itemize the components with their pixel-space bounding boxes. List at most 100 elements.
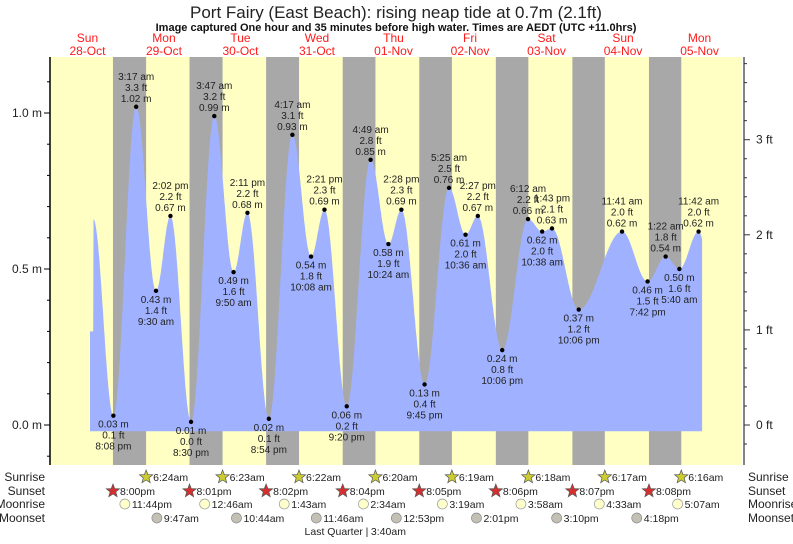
tide-area: [90, 106, 703, 432]
sunrise-time: 6:20am: [382, 472, 417, 484]
tide-point: [645, 279, 650, 284]
moonrise-icon: [593, 498, 605, 510]
tide-label: 2.0 ft: [687, 208, 709, 219]
moonrise-time: 1:43am: [291, 499, 326, 511]
tide-label: 8:54 pm: [251, 445, 287, 456]
sunset-time: 8:01pm: [197, 486, 232, 498]
tide-label: 10:36 am: [445, 261, 487, 272]
day-header-date: 28-Oct: [69, 44, 106, 58]
tide-label: 2.2 ft: [467, 192, 489, 203]
tide-point: [463, 232, 468, 237]
right-axis-label: 3 ft: [756, 133, 773, 147]
moonrise-icon: [358, 498, 369, 510]
row-label-sunset: Sunset: [8, 484, 46, 498]
day-header-date: 31-Oct: [299, 44, 336, 58]
tide-label: 0.63 m: [537, 215, 568, 226]
tide-label: 10:06 pm: [481, 376, 523, 387]
sunset-star-icon: [488, 483, 504, 498]
tide-point: [619, 229, 625, 234]
tide-label: 2.3 ft: [313, 186, 335, 197]
high-tide-marker: 3:47 am3.2 ft0.99 m: [196, 81, 232, 119]
tide-label: 2:28 pm: [383, 175, 419, 186]
high-tide-marker: 2:02 pm2.2 ft0.67 m: [152, 181, 189, 219]
row-label-moonrise-right: Moonrise: [748, 497, 793, 511]
sunrise-time: 6:18am: [535, 472, 570, 484]
tide-label: 0.46 m: [632, 285, 663, 296]
tide-label: 11:41 am: [602, 197, 643, 208]
moonset-icon: [631, 512, 643, 524]
day-header-dow: Mon: [688, 31, 711, 45]
tide-point: [539, 229, 545, 234]
tide-label: 0.50 m: [664, 273, 695, 284]
tide-point: [188, 419, 194, 425]
moonrise-icon: [436, 498, 448, 510]
high-tide-marker: 3:17 am3.3 ft1.02 m: [118, 72, 154, 109]
day-header-dow: Thu: [383, 31, 404, 45]
tide-point: [576, 307, 581, 312]
tide-label: 1.02 m: [121, 94, 152, 105]
moonrise-icon: [672, 498, 683, 510]
tide-point: [153, 288, 159, 294]
sunrise-time: 6:24am: [153, 472, 188, 484]
sunset-star-icon: [411, 483, 427, 498]
tide-label: 0.03 m: [98, 420, 129, 431]
moonrise-time: 2:34am: [370, 499, 405, 511]
moon-phase-separator: |: [366, 526, 369, 538]
sunrise-time: 6:22am: [306, 472, 341, 484]
day-header-date: 01-Nov: [374, 44, 413, 58]
high-tide-marker: 2:21 pm2.3 ft0.69 m: [306, 175, 343, 212]
day-header-date: 30-Oct: [222, 44, 259, 58]
tide-label: 1:43 pm: [534, 193, 570, 204]
tide-label: 8:30 pm: [173, 448, 209, 459]
tide-point: [399, 207, 404, 212]
tide-label: 0.0 ft: [180, 437, 202, 448]
moonset-time: 10:44am: [243, 513, 284, 525]
tide-point: [500, 347, 505, 353]
tide-label: 0.8 ft: [491, 365, 513, 376]
sunrise-time: 6:16am: [688, 472, 723, 484]
tide-label: 0.69 m: [309, 197, 340, 208]
row-label-moonrise: Moonrise: [0, 497, 45, 511]
chart-subtitle: Image captured One hour and 35 minutes b…: [156, 22, 637, 34]
right-axis-label: 2 ft: [756, 228, 773, 242]
tide-label: 0.13 m: [409, 388, 440, 399]
sunrise-time: 6:17am: [612, 472, 647, 484]
tide-label: 1:22 am: [648, 222, 684, 233]
tide-label: 2:02 pm: [152, 181, 188, 192]
moonset-time: 12:53pm: [403, 513, 444, 525]
tide-label: 0.54 m: [296, 261, 327, 272]
high-tide-marker: 5:25 am2.5 ft0.76 m: [431, 153, 467, 191]
day-header-dow: Sun: [612, 31, 633, 45]
tide-label: 0.1 ft: [102, 431, 124, 442]
tide-label: 7:42 pm: [630, 307, 666, 318]
moonset-time: 4:18pm: [644, 513, 679, 525]
moonset-icon: [151, 512, 163, 524]
row-label-sunrise: Sunrise: [4, 470, 45, 484]
moonrise-icon: [515, 498, 527, 510]
day-header-dow: Tue: [230, 31, 251, 45]
low-tide-marker: 0.50 m1.6 ft5:40 am: [661, 266, 697, 306]
row-label-sunset-right: Sunset: [748, 484, 786, 498]
tide-point: [344, 404, 349, 409]
tide-label: 9:45 pm: [407, 410, 443, 421]
right-axis-label: 1 ft: [756, 323, 773, 337]
tide-label: 0.85 m: [355, 147, 386, 158]
tide-label: 2:21 pm: [306, 175, 342, 186]
tide-label: 2.8 ft: [359, 136, 381, 147]
moonrise-icon: [119, 498, 131, 510]
tide-label: 0.99 m: [199, 103, 230, 114]
day-header-date: 03-Nov: [527, 44, 566, 58]
high-tide-marker: 11:41 am2.0 ft0.62 m: [602, 197, 643, 234]
low-tide-marker: 0.13 m0.4 ft9:45 pm: [407, 382, 443, 421]
tide-label: 0.2 ft: [336, 421, 358, 432]
tide-point: [111, 413, 116, 418]
sunset-star-icon: [258, 483, 274, 498]
day-header-dow: Wed: [305, 31, 329, 45]
tide-point: [231, 269, 236, 275]
day-header-dow: Sat: [538, 31, 557, 45]
tide-label: 10:38 am: [521, 258, 563, 269]
sunset-time: 8:02pm: [273, 486, 308, 498]
